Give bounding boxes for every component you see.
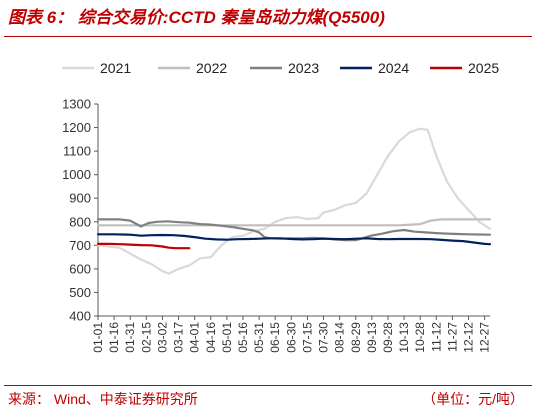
- legend-label-2022: 2022: [196, 60, 227, 76]
- legend: 2021 2022 2023 2024 2025: [62, 60, 499, 76]
- series-line-2024: [96, 233, 492, 246]
- chart-title: 图表 6： 综合交易价:CCTD 秦皇岛动力煤(Q5500): [8, 8, 385, 27]
- y-tick-label: 600: [69, 261, 91, 276]
- title-divider: [4, 36, 532, 37]
- x-tick-label: 09-28: [381, 322, 395, 353]
- legend-label-2024: 2024: [378, 60, 409, 76]
- x-tick-label: 04-01: [188, 322, 202, 353]
- x-tick-label: 08-29: [349, 322, 363, 353]
- y-tick-label: 900: [69, 191, 91, 206]
- series-line-2021: [96, 127, 492, 275]
- y-tick-label: 800: [69, 214, 91, 229]
- x-tick-label: 08-14: [333, 322, 347, 353]
- footer-divider: [4, 385, 532, 386]
- x-tick-label: 01-16: [107, 322, 121, 353]
- x-tick-label: 10-28: [413, 322, 427, 353]
- x-tick-label: 12-27: [478, 322, 492, 353]
- x-tick-label: 06-30: [284, 322, 298, 353]
- x-tick-label: 09-13: [365, 322, 379, 353]
- x-tick-label: 04-16: [204, 322, 218, 353]
- series-line-2025: [96, 242, 191, 250]
- legend-label-2023: 2023: [288, 60, 319, 76]
- x-tick-label: 07-15: [300, 322, 314, 353]
- x-tick-label: 05-01: [220, 322, 234, 353]
- legend-label-2025: 2025: [468, 60, 499, 76]
- y-axis: 400 500 600 700 800 900 1000 1100 1200 1300: [62, 97, 99, 324]
- x-tick-label: 01-01: [91, 322, 105, 353]
- series-line-2023: [96, 218, 492, 242]
- x-tick-label: 11-12: [429, 322, 443, 352]
- x-tick-label: 05-31: [252, 322, 266, 353]
- series-line-2022: [96, 218, 492, 227]
- x-tick-label: 07-30: [317, 322, 331, 353]
- series-layer: [96, 127, 492, 275]
- y-tick-label: 1000: [62, 167, 91, 182]
- y-tick-label: 1300: [62, 97, 91, 112]
- x-axis: 01-01 01-16 01-31 02-15 03-02 03-17 04-01 04-16…: [91, 315, 492, 353]
- y-tick-label: 500: [69, 285, 91, 300]
- x-tick-label: 03-02: [155, 322, 169, 353]
- y-tick-label: 1100: [63, 144, 91, 159]
- y-tick-label: 1200: [62, 120, 91, 135]
- x-tick-label: 10-13: [397, 322, 411, 353]
- x-tick-label: 06-15: [268, 322, 282, 353]
- unit-note: （单位：元/吨）: [422, 391, 524, 407]
- y-tick-label: 400: [69, 309, 91, 324]
- y-tick-label: 700: [69, 238, 91, 253]
- x-tick-label: 03-17: [172, 322, 186, 353]
- source-note: 来源： Wind、中泰证券研究所: [8, 391, 198, 407]
- x-tick-label: 05-16: [236, 322, 250, 353]
- x-tick-label: 01-31: [123, 322, 137, 353]
- x-tick-label: 11-27: [445, 322, 459, 352]
- legend-label-2021: 2021: [100, 60, 131, 76]
- x-tick-label: 02-15: [139, 322, 153, 353]
- x-tick-label: 12-12: [462, 322, 476, 353]
